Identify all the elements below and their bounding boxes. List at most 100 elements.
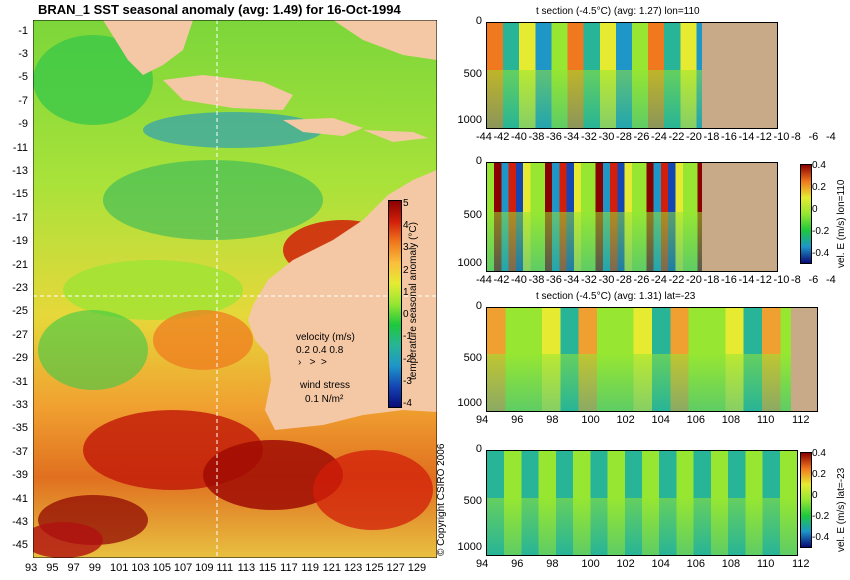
- x-tick: -6: [808, 131, 819, 143]
- x-tick: 100: [581, 414, 600, 426]
- map-colorbar-tick: 0: [403, 309, 409, 321]
- lat-label: -11: [12, 141, 28, 154]
- x-tick: -38: [528, 274, 545, 286]
- x-tick: -14: [738, 274, 755, 286]
- velocity-colorbar-tick: 0.2: [812, 182, 826, 193]
- x-tick: 104: [651, 414, 670, 426]
- velocity-colorbar: [800, 164, 812, 264]
- lon-label: 95: [46, 562, 59, 574]
- x-tick: -8: [791, 274, 801, 286]
- map-colorbar-tick: -3: [403, 375, 412, 387]
- x-tick: -22: [668, 274, 685, 286]
- x-tick: 112: [792, 558, 810, 570]
- map-colorbar-tick: 5: [403, 198, 409, 209]
- map-colorbar-label: temperature seasonal anomaly (°C): [408, 222, 419, 380]
- section-plot: [486, 450, 798, 556]
- x-tick: -14: [738, 131, 755, 143]
- map-colorbar-tick: 4: [403, 220, 409, 232]
- x-tick: -10: [773, 131, 790, 143]
- x-tick: -16: [721, 274, 737, 286]
- x-tick: -18: [703, 131, 720, 143]
- lat-label: -25: [12, 305, 28, 318]
- velocity-colorbar-tick: 0.4: [812, 160, 826, 171]
- x-tick: -34: [563, 131, 580, 143]
- lat-label: -19: [12, 235, 28, 248]
- lat-label: -27: [12, 328, 28, 341]
- lat-label: -43: [12, 515, 28, 528]
- x-tick: 104: [651, 558, 670, 570]
- x-tick: -40: [511, 274, 527, 286]
- land-mask: [701, 23, 777, 128]
- velocity-colorbar-tick: -0.2: [812, 226, 830, 237]
- x-tick: 106: [686, 558, 706, 570]
- x-tick: -24: [651, 131, 667, 143]
- velocity-colorbar-tick: 0.2: [812, 469, 826, 480]
- lon-label: 101: [110, 562, 129, 574]
- lon-label: 125: [365, 562, 384, 574]
- x-tick: -20: [686, 274, 702, 286]
- velocity-arrows-icon: › > >: [298, 357, 327, 368]
- x-tick: 110: [756, 558, 775, 570]
- x-tick: -22: [668, 131, 685, 143]
- map-colorbar-tick: 3: [403, 242, 409, 254]
- panel-title: t section (-4.5°C) (avg: 1.31) lat=-23: [536, 291, 696, 302]
- lat-label: -37: [12, 445, 28, 458]
- lat-label: -15: [12, 188, 28, 201]
- wind-legend-value: 0.1 N/m²: [305, 394, 344, 405]
- lon-label: 127: [386, 562, 405, 574]
- x-tick: -10: [773, 274, 790, 286]
- lat-label: -21: [12, 258, 28, 271]
- section-plot: [486, 22, 778, 129]
- lat-label: -31: [12, 375, 28, 388]
- lon-label: 105: [152, 562, 171, 574]
- velocity-colorbar-tick: -0.2: [812, 511, 830, 522]
- x-tick: -28: [616, 274, 632, 286]
- x-tick: -24: [651, 274, 667, 286]
- x-tick: -30: [598, 131, 615, 143]
- x-tick: 108: [721, 414, 741, 426]
- lat-label: -29: [12, 352, 28, 365]
- lat-label: -9: [18, 118, 28, 131]
- lon-label: 121: [322, 562, 342, 574]
- x-tick: -26: [633, 131, 650, 143]
- map-title: BRAN_1 SST seasonal anomaly (avg: 1.49) …: [38, 2, 401, 17]
- map-colorbar-tick: -4: [403, 398, 412, 409]
- x-tick: -42: [493, 274, 510, 286]
- x-tick: 98: [546, 558, 559, 570]
- x-tick: 108: [721, 558, 741, 570]
- x-tick: -30: [598, 274, 615, 286]
- x-tick: 106: [686, 414, 706, 426]
- lat-label: -23: [12, 282, 28, 294]
- velocity-colorbar-tick: 0.4: [812, 448, 826, 459]
- section-plot: [486, 162, 778, 272]
- sst-anomaly-map: [33, 20, 437, 558]
- lat-label: -13: [12, 165, 28, 178]
- x-tick: -6: [808, 274, 819, 286]
- lat-label: -39: [12, 469, 28, 482]
- x-tick: -20: [686, 131, 702, 143]
- map-colorbar: [388, 200, 402, 408]
- y-tick: 1000: [457, 114, 482, 126]
- depth-shading: [487, 354, 817, 411]
- x-tick: 94: [476, 414, 489, 426]
- lon-label: 103: [131, 562, 150, 574]
- velocity-colorbar-label: vel. E (m/s) lat=-23: [836, 467, 847, 552]
- x-tick: 102: [616, 414, 635, 426]
- x-tick: 112: [792, 414, 810, 426]
- map-colorbar-tick: -1: [403, 331, 412, 343]
- lat-label: -5: [18, 71, 28, 84]
- velocity-colorbar-tick: -0.4: [812, 248, 830, 259]
- velocity-legend-values: 0.2 0.4 0.8: [296, 345, 344, 356]
- section-plot: [486, 307, 818, 412]
- x-tick: 94: [476, 558, 489, 570]
- lon-label: 115: [258, 562, 277, 574]
- lon-label: 109: [195, 562, 214, 574]
- x-tick: -12: [756, 131, 772, 143]
- x-tick: -32: [581, 131, 597, 143]
- y-tick: 500: [463, 209, 482, 221]
- y-tick: 0: [475, 155, 482, 167]
- x-tick: -32: [581, 274, 597, 286]
- y-tick: 500: [463, 351, 482, 364]
- lon-label: 129: [407, 562, 427, 574]
- lat-label: -45: [12, 539, 28, 552]
